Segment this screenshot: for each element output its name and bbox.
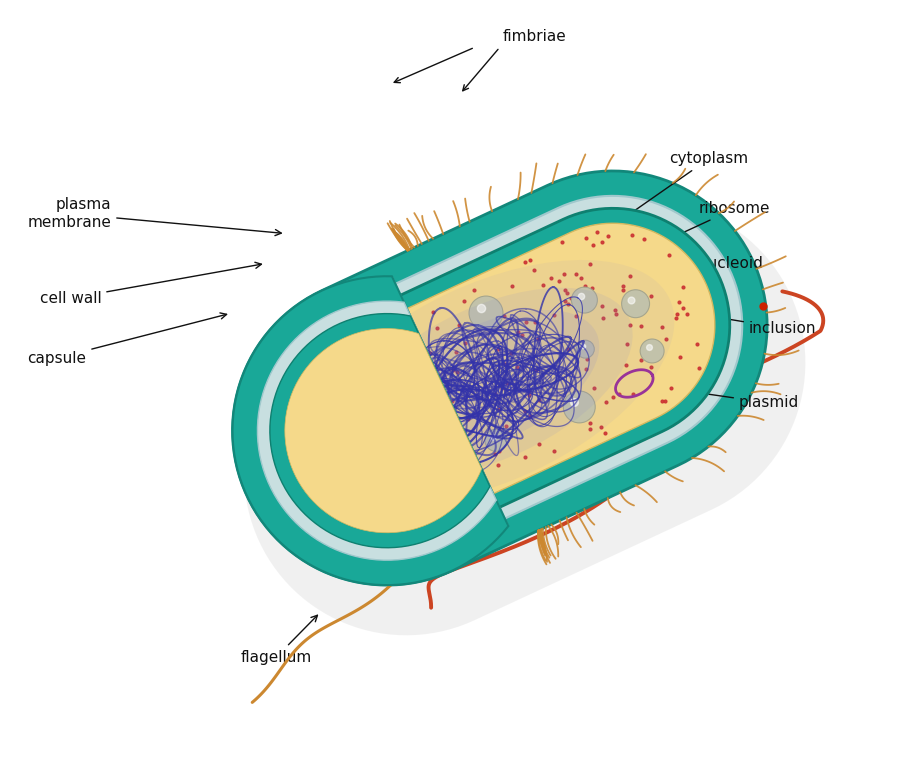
Text: ribosome: ribosome [571, 201, 770, 285]
Text: inclusion: inclusion [640, 303, 816, 336]
Text: pilus: pilus [251, 430, 383, 561]
Circle shape [402, 464, 422, 484]
Text: fimbriae: fimbriae [503, 29, 567, 45]
Circle shape [401, 343, 421, 363]
Circle shape [640, 339, 664, 363]
Circle shape [469, 296, 503, 330]
Ellipse shape [307, 260, 674, 505]
Text: plasma
membrane: plasma membrane [27, 197, 282, 236]
Polygon shape [284, 223, 715, 533]
Text: plasmid: plasmid [639, 382, 799, 410]
Text: flagellum: flagellum [241, 615, 318, 664]
Circle shape [576, 340, 594, 358]
Text: nucleoid: nucleoid [525, 256, 764, 351]
Polygon shape [270, 313, 490, 548]
Polygon shape [257, 301, 496, 560]
Polygon shape [235, 277, 508, 583]
Polygon shape [257, 196, 742, 560]
Text: cytoplasm: cytoplasm [519, 151, 748, 291]
Polygon shape [232, 276, 508, 585]
Circle shape [563, 391, 595, 423]
Polygon shape [232, 171, 767, 585]
Circle shape [485, 429, 507, 452]
Circle shape [572, 287, 598, 313]
Circle shape [622, 290, 650, 318]
Polygon shape [244, 200, 806, 635]
Ellipse shape [382, 310, 599, 455]
Polygon shape [284, 329, 482, 533]
Circle shape [319, 382, 346, 409]
Ellipse shape [349, 288, 633, 477]
Text: cell wall: cell wall [40, 262, 261, 306]
Text: capsule: capsule [27, 313, 227, 366]
Polygon shape [270, 208, 730, 548]
